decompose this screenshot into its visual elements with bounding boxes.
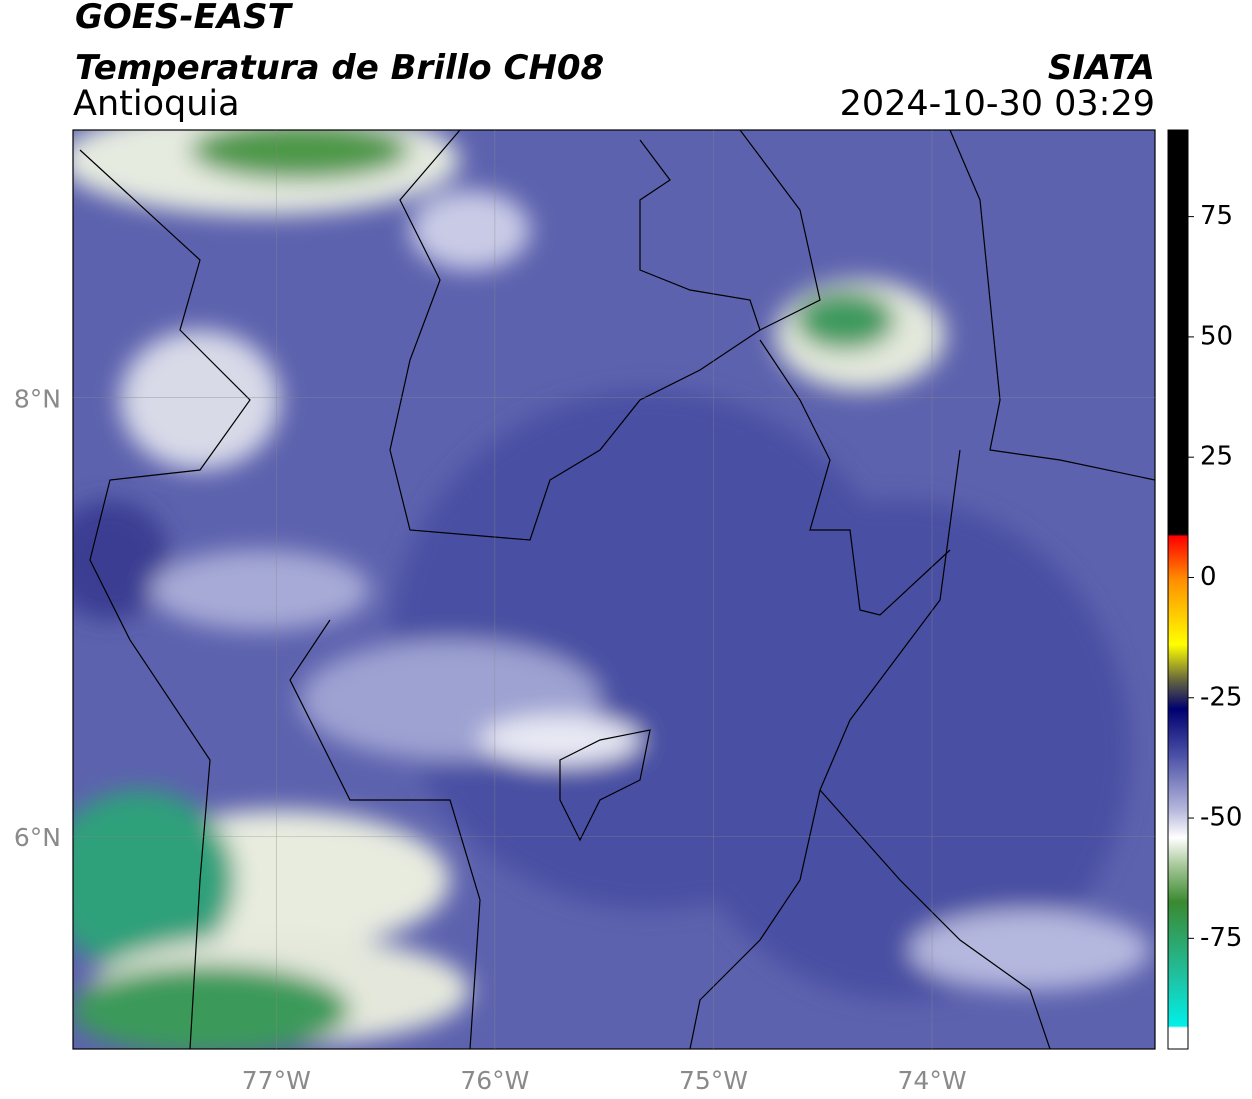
lon-tick-label: 75°W	[679, 1066, 748, 1095]
colorbar	[1167, 129, 1189, 1050]
region: Antioquia	[73, 84, 240, 124]
colorbar-tick-label: -75	[1200, 923, 1242, 953]
subtitle: Temperatura de Brillo CH08	[75, 48, 604, 88]
map-frame	[72, 129, 1156, 1050]
colorbar-tick-label: 75	[1200, 201, 1233, 231]
lat-tick-label: 8°N	[14, 385, 61, 414]
map-image	[73, 130, 1155, 1049]
lon-tick-label: 74°W	[898, 1066, 967, 1095]
lon-tick-label: 76°W	[460, 1066, 529, 1095]
colorbar-tick-label: -25	[1200, 682, 1242, 712]
colorbar-tick-label: -50	[1200, 803, 1242, 833]
lon-tick-label: 77°W	[242, 1066, 311, 1095]
colorbar-tick-label: 0	[1200, 562, 1217, 592]
title: GOES-EAST	[75, 0, 294, 37]
lat-tick-label: 6°N	[14, 823, 61, 852]
source: SIATA	[1048, 48, 1155, 88]
datetime: 2024-10-30 03:29	[840, 84, 1155, 124]
colorbar-tick-label: 25	[1200, 442, 1233, 472]
colorbar-tick-label: 50	[1200, 321, 1233, 351]
